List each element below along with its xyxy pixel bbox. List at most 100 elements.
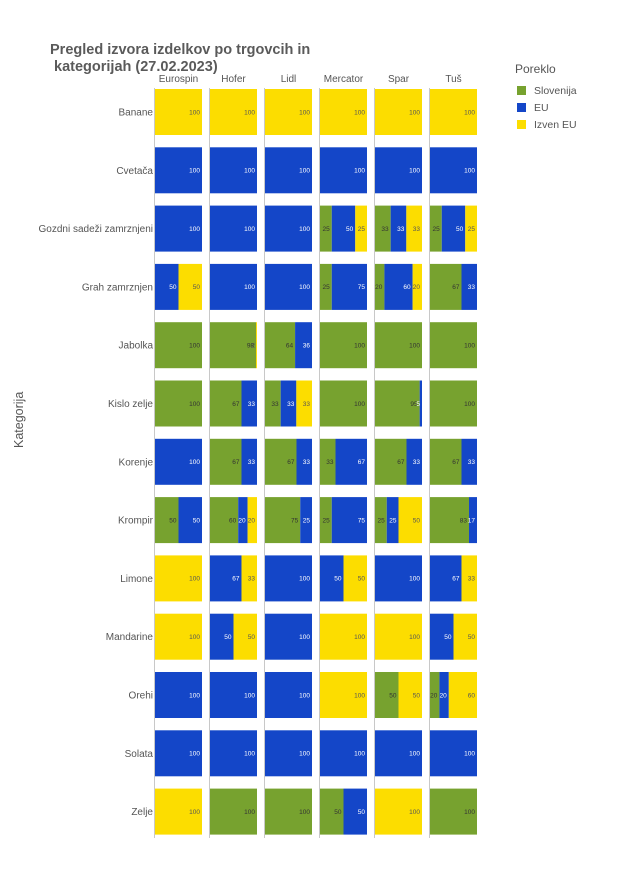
bar-solata-spar-eu[interactable] bbox=[375, 730, 422, 777]
bar-grah-zamrznjen-eurospin-eu[interactable] bbox=[155, 263, 179, 310]
bar-jabolka-spar-slovenija[interactable] bbox=[375, 322, 422, 369]
bar-banane-lidl-izven-eu[interactable] bbox=[265, 89, 312, 135]
bar-kislo-zelje-eurospin-slovenija[interactable] bbox=[155, 380, 202, 427]
bar-krompir-tus-slovenija[interactable] bbox=[430, 497, 470, 544]
bar-grah-zamrznjen-lidl-eu[interactable] bbox=[265, 263, 312, 310]
bar-korenje-tus-eu[interactable] bbox=[461, 438, 477, 485]
bar-cvetaca-mercator-eu[interactable] bbox=[320, 147, 367, 194]
bar-grah-zamrznjen-eurospin-izven-eu[interactable] bbox=[178, 263, 203, 310]
bar-kislo-zelje-spar-slovenija[interactable] bbox=[375, 380, 420, 427]
bar-krompir-spar-eu[interactable] bbox=[386, 497, 399, 544]
bar-krompir-hofer-slovenija[interactable] bbox=[210, 497, 239, 544]
bar-gozdni-sadezi-zamrznjeni-lidl-eu[interactable] bbox=[265, 205, 312, 252]
bar-korenje-spar-slovenija[interactable] bbox=[375, 438, 407, 485]
bar-banane-spar-izven-eu[interactable] bbox=[375, 89, 422, 135]
legend-item-izven-eu[interactable]: Izven EU bbox=[515, 116, 577, 133]
bar-banane-hofer-izven-eu[interactable] bbox=[210, 89, 257, 135]
legend-item-slovenija[interactable]: Slovenija bbox=[515, 82, 577, 99]
bar-grah-zamrznjen-spar-slovenija[interactable] bbox=[375, 263, 385, 310]
bar-limone-mercator-eu[interactable] bbox=[320, 555, 344, 602]
bar-zelje-mercator-slovenija[interactable] bbox=[320, 788, 344, 835]
bar-krompir-mercator-slovenija[interactable] bbox=[320, 497, 332, 544]
bar-jabolka-mercator-slovenija[interactable] bbox=[320, 322, 367, 369]
bar-grah-zamrznjen-hofer-eu[interactable] bbox=[210, 263, 257, 310]
bar-orehi-mercator-izven-eu[interactable] bbox=[320, 672, 367, 718]
bar-limone-lidl-eu[interactable] bbox=[265, 555, 312, 602]
bar-jabolka-tus-slovenija[interactable] bbox=[430, 322, 477, 369]
bar-mandarine-eurospin-izven-eu[interactable] bbox=[155, 613, 202, 660]
bar-kislo-zelje-lidl-slovenija[interactable] bbox=[265, 380, 281, 427]
bar-gozdni-sadezi-zamrznjeni-mercator-izven-eu[interactable] bbox=[355, 205, 367, 252]
bar-limone-eurospin-izven-eu[interactable] bbox=[155, 555, 202, 602]
bar-orehi-spar-slovenija[interactable] bbox=[375, 672, 399, 718]
bar-limone-mercator-izven-eu[interactable] bbox=[343, 555, 368, 602]
bar-grah-zamrznjen-mercator-slovenija[interactable] bbox=[320, 263, 332, 310]
bar-krompir-mercator-eu[interactable] bbox=[331, 497, 367, 544]
bar-krompir-lidl-slovenija[interactable] bbox=[265, 497, 301, 544]
bar-orehi-tus-izven-eu[interactable] bbox=[448, 672, 477, 718]
bar-kislo-zelje-mercator-slovenija[interactable] bbox=[320, 380, 367, 427]
bar-orehi-spar-izven-eu[interactable] bbox=[398, 672, 423, 718]
bar-gozdni-sadezi-zamrznjeni-spar-eu[interactable] bbox=[390, 205, 407, 252]
bar-krompir-lidl-eu[interactable] bbox=[300, 497, 312, 544]
bar-orehi-hofer-eu[interactable] bbox=[210, 672, 257, 718]
bar-orehi-eurospin-eu[interactable] bbox=[155, 672, 202, 718]
bar-korenje-hofer-slovenija[interactable] bbox=[210, 438, 242, 485]
bar-grah-zamrznjen-spar-izven-eu[interactable] bbox=[412, 263, 422, 310]
bar-limone-tus-eu[interactable] bbox=[430, 555, 462, 602]
bar-gozdni-sadezi-zamrznjeni-spar-slovenija[interactable] bbox=[375, 205, 391, 252]
bar-gozdni-sadezi-zamrznjeni-tus-slovenija[interactable] bbox=[430, 205, 442, 252]
bar-krompir-spar-slovenija[interactable] bbox=[375, 497, 387, 544]
bar-solata-mercator-eu[interactable] bbox=[320, 730, 367, 777]
bar-mandarine-lidl-eu[interactable] bbox=[265, 613, 312, 660]
bar-gozdni-sadezi-zamrznjeni-tus-eu[interactable] bbox=[441, 205, 466, 252]
bar-gozdni-sadezi-zamrznjeni-hofer-eu[interactable] bbox=[210, 205, 257, 252]
bar-jabolka-lidl-eu[interactable] bbox=[295, 322, 312, 369]
bar-grah-zamrznjen-mercator-eu[interactable] bbox=[331, 263, 367, 310]
bar-cvetaca-spar-eu[interactable] bbox=[375, 147, 422, 194]
bar-orehi-tus-slovenija[interactable] bbox=[430, 672, 440, 718]
bar-solata-eurospin-eu[interactable] bbox=[155, 730, 202, 777]
bar-grah-zamrznjen-spar-eu[interactable] bbox=[384, 263, 413, 310]
bar-jabolka-hofer-slovenija[interactable] bbox=[210, 322, 257, 369]
bar-korenje-spar-eu[interactable] bbox=[406, 438, 422, 485]
bar-cvetaca-tus-eu[interactable] bbox=[430, 147, 477, 194]
bar-limone-hofer-eu[interactable] bbox=[210, 555, 242, 602]
bar-kislo-zelje-lidl-izven-eu[interactable] bbox=[296, 380, 312, 427]
bar-jabolka-hofer-izven-eu[interactable] bbox=[256, 322, 257, 369]
bar-limone-spar-eu[interactable] bbox=[375, 555, 422, 602]
bar-zelje-mercator-eu[interactable] bbox=[343, 788, 368, 835]
bar-kislo-zelje-hofer-eu[interactable] bbox=[241, 380, 257, 427]
bar-korenje-mercator-slovenija[interactable] bbox=[320, 438, 336, 485]
bar-zelje-eurospin-izven-eu[interactable] bbox=[155, 788, 202, 835]
bar-cvetaca-eurospin-eu[interactable] bbox=[155, 147, 202, 194]
bar-limone-tus-izven-eu[interactable] bbox=[461, 555, 477, 602]
bar-krompir-hofer-eu[interactable] bbox=[238, 497, 248, 544]
bar-korenje-hofer-eu[interactable] bbox=[241, 438, 257, 485]
bar-orehi-lidl-eu[interactable] bbox=[265, 672, 312, 718]
bar-zelje-spar-izven-eu[interactable] bbox=[375, 788, 422, 835]
bar-gozdni-sadezi-zamrznjeni-tus-izven-eu[interactable] bbox=[465, 205, 477, 252]
bar-korenje-tus-slovenija[interactable] bbox=[430, 438, 462, 485]
bar-zelje-tus-slovenija[interactable] bbox=[430, 788, 477, 835]
bar-krompir-tus-eu[interactable] bbox=[469, 497, 477, 544]
bar-korenje-lidl-slovenija[interactable] bbox=[265, 438, 297, 485]
bar-korenje-mercator-eu[interactable] bbox=[335, 438, 367, 485]
legend-item-eu[interactable]: EU bbox=[515, 99, 577, 116]
bar-orehi-tus-eu[interactable] bbox=[439, 672, 449, 718]
bar-gozdni-sadezi-zamrznjeni-spar-izven-eu[interactable] bbox=[406, 205, 422, 252]
bar-mandarine-mercator-izven-eu[interactable] bbox=[320, 613, 367, 660]
bar-solata-hofer-eu[interactable] bbox=[210, 730, 257, 777]
bar-kislo-zelje-spar-eu[interactable] bbox=[419, 380, 422, 427]
bar-mandarine-hofer-izven-eu[interactable] bbox=[233, 613, 258, 660]
bar-zelje-lidl-slovenija[interactable] bbox=[265, 788, 312, 835]
bar-gozdni-sadezi-zamrznjeni-mercator-eu[interactable] bbox=[331, 205, 356, 252]
bar-krompir-spar-izven-eu[interactable] bbox=[398, 497, 423, 544]
bar-mandarine-tus-eu[interactable] bbox=[430, 613, 454, 660]
bar-krompir-hofer-izven-eu[interactable] bbox=[247, 497, 257, 544]
bar-korenje-eurospin-eu[interactable] bbox=[155, 438, 202, 485]
bar-jabolka-lidl-slovenija[interactable] bbox=[265, 322, 296, 369]
bar-banane-tus-izven-eu[interactable] bbox=[430, 89, 477, 135]
bar-krompir-eurospin-slovenija[interactable] bbox=[155, 497, 179, 544]
bar-kislo-zelje-tus-slovenija[interactable] bbox=[430, 380, 477, 427]
